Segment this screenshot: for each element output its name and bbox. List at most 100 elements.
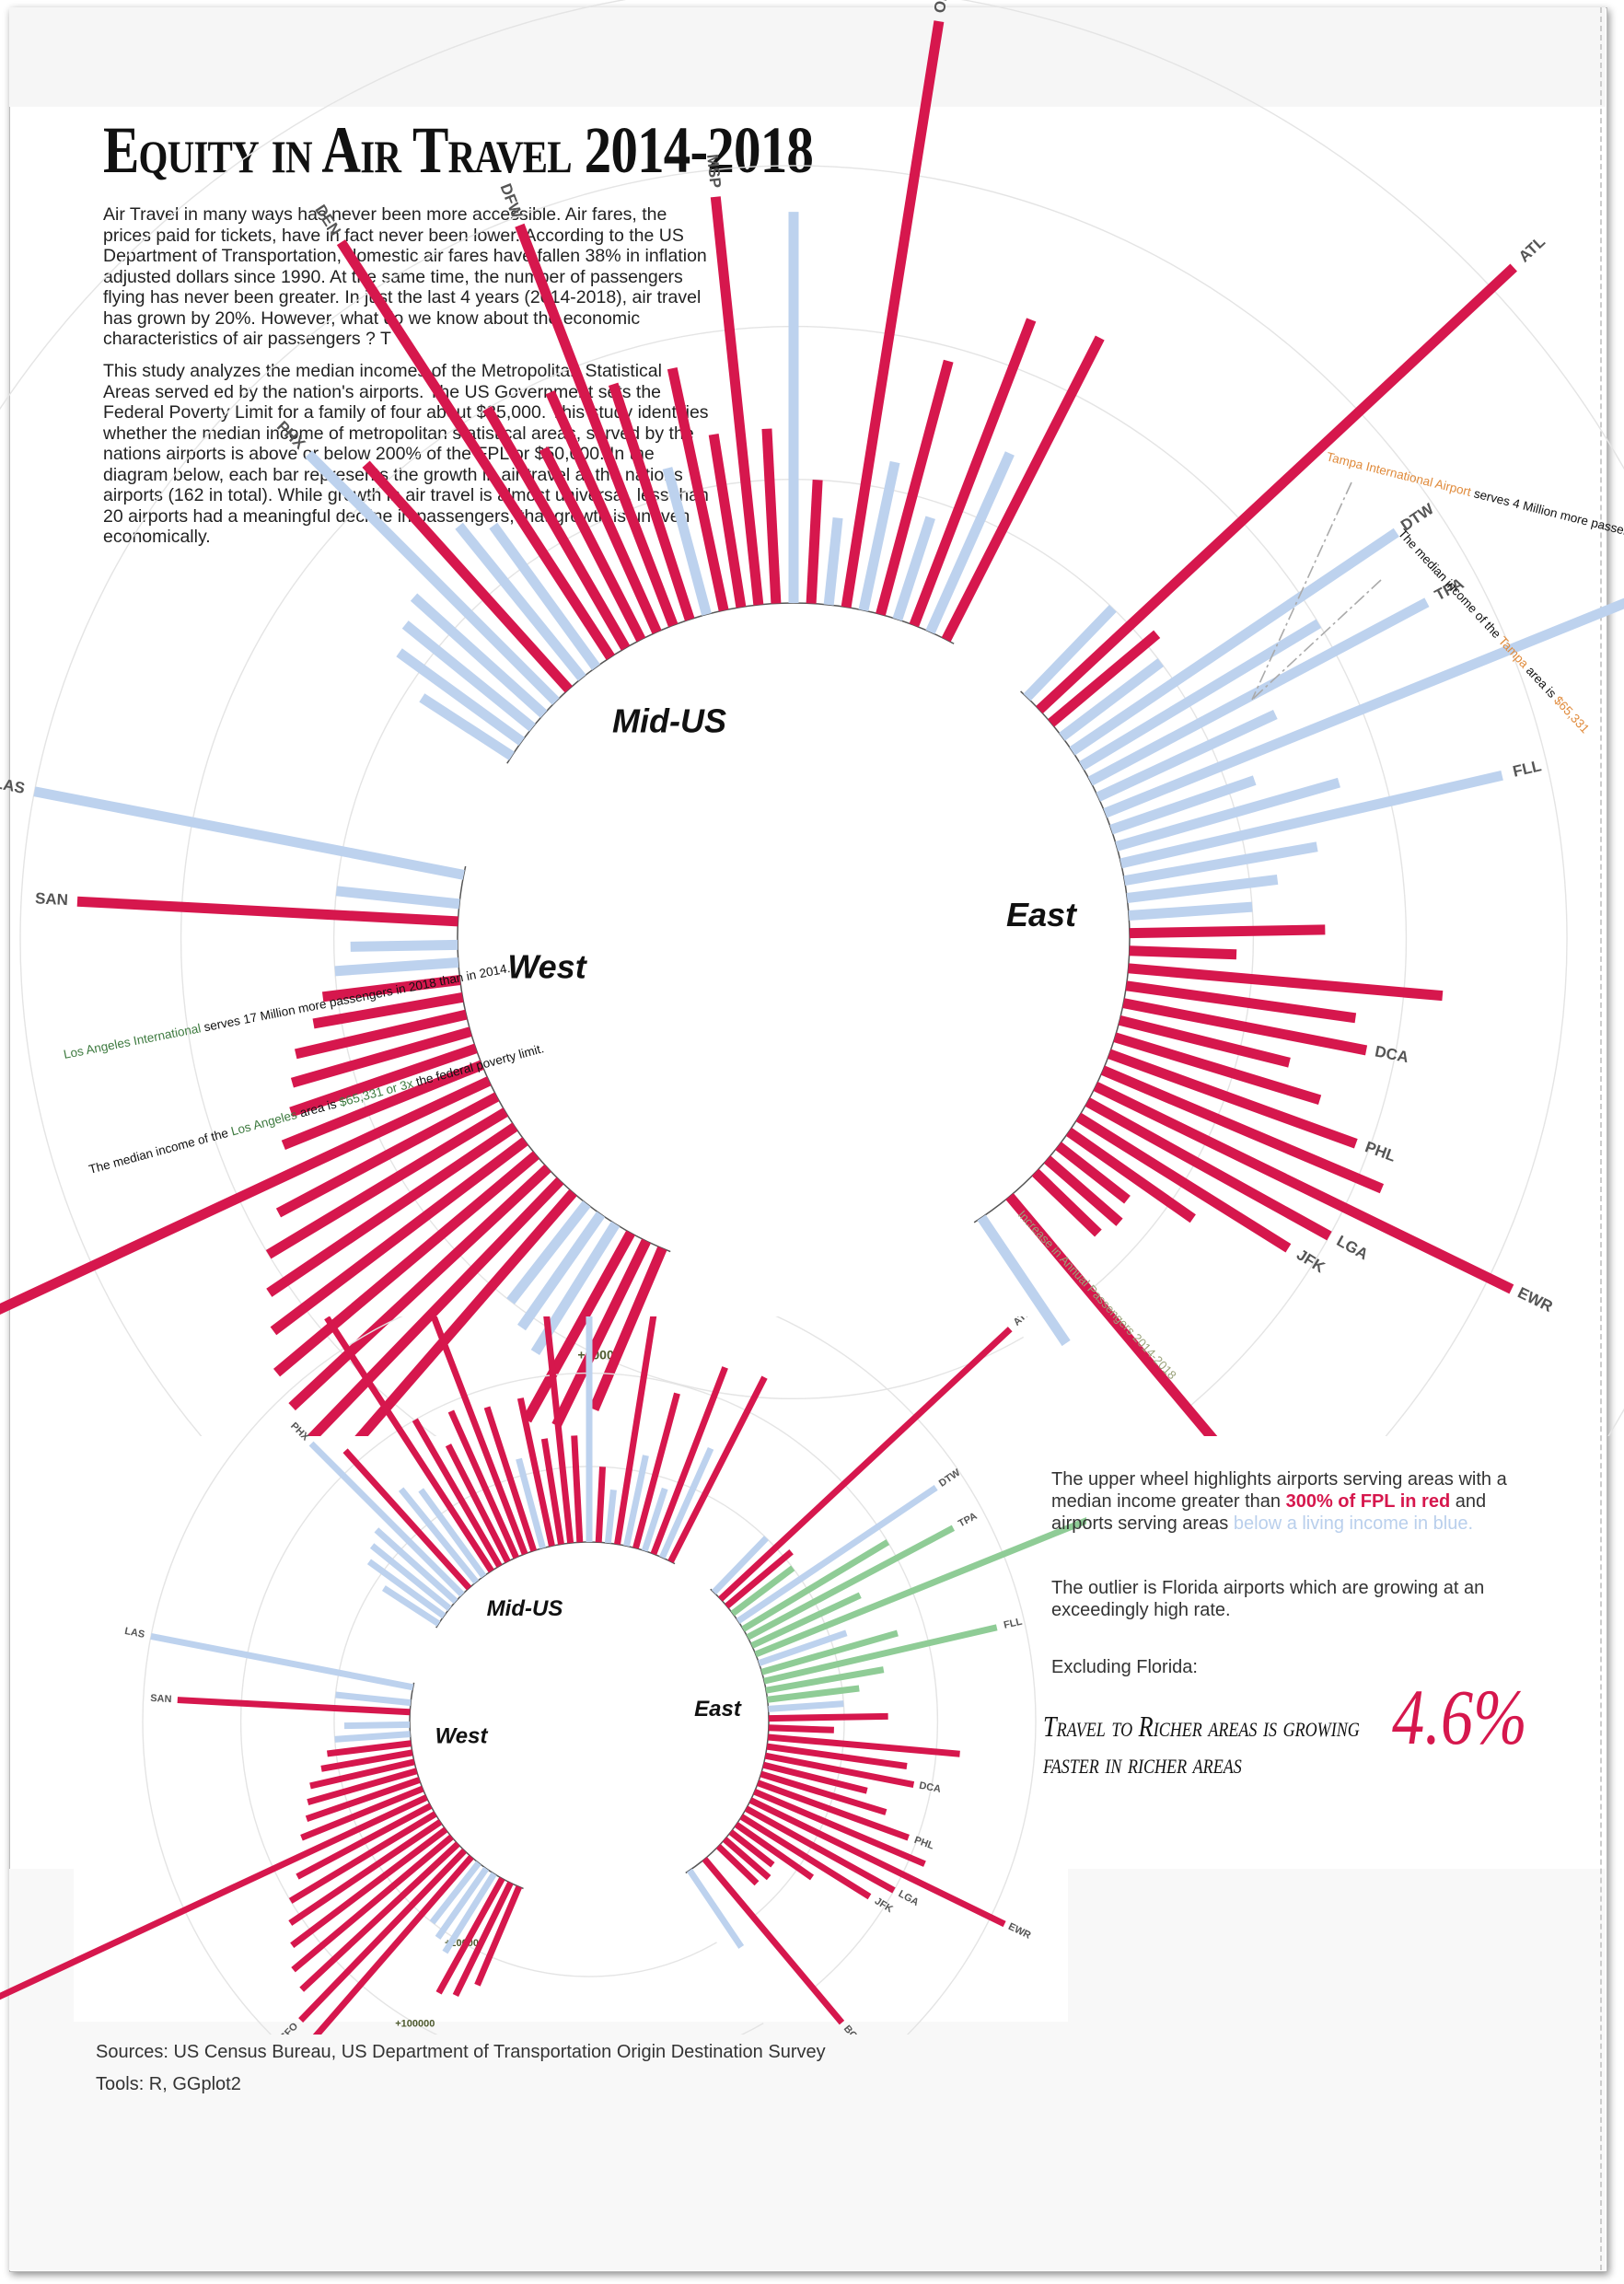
- bar: [762, 1761, 868, 1794]
- bar: [321, 975, 461, 1003]
- bar: [662, 467, 712, 616]
- bar: [760, 1770, 887, 1815]
- bar: [305, 1777, 421, 1823]
- bar: [641, 1487, 668, 1552]
- bar: [489, 522, 600, 670]
- bar: [667, 1375, 768, 1563]
- bar: [270, 1137, 528, 1336]
- growth-percentage: 4.6%: [1392, 1673, 1527, 1761]
- bar-atl: [1036, 263, 1517, 714]
- group-baseline: [409, 1682, 524, 1890]
- bar: [768, 1724, 834, 1733]
- bar: [768, 1712, 888, 1722]
- bar: [1023, 604, 1117, 701]
- group-baseline: [506, 602, 955, 764]
- bar: [369, 1543, 452, 1612]
- bar: [725, 1549, 794, 1609]
- lax-income-value: $65,331 or 3x: [338, 1076, 415, 1109]
- bar: [398, 1487, 480, 1584]
- bar-mco: [1103, 597, 1624, 818]
- bar: [632, 1392, 680, 1549]
- bar: [650, 1366, 728, 1556]
- tpa-growth-text: serves 4 Million more passengers in 2018…: [1469, 485, 1624, 574]
- grid-ring: [239, 1372, 939, 2035]
- axis-caption: Increase in Annual Passengers 2014-2018: [1015, 1208, 1179, 1382]
- bar-dfw: [515, 223, 679, 628]
- group-baseline: [973, 690, 1131, 1223]
- grid-ring: [142, 1316, 1037, 2035]
- note-excluding-florida: Excluding Florida:: [1051, 1657, 1198, 1677]
- tpa-annotation-2: The median income of the Tampa area is $…: [1396, 527, 1593, 736]
- svg-text:The median income of the Tampa: The median income of the Tampa area is $…: [1396, 527, 1593, 736]
- bar: [435, 1876, 505, 1995]
- bar: [1109, 775, 1257, 835]
- bar: [876, 359, 954, 616]
- svg-text:Tampa International Airport se: Tampa International Airport serves 4 Mil…: [1325, 449, 1624, 574]
- bar-tpa: [1087, 597, 1430, 786]
- bar: [418, 1488, 487, 1579]
- bar: [595, 1467, 606, 1543]
- bar: [806, 480, 823, 604]
- bar-mco: [754, 1517, 1086, 1658]
- bar: [288, 1819, 443, 1926]
- bar: [288, 1164, 551, 1411]
- bar: [925, 451, 1015, 634]
- bar: [410, 593, 548, 718]
- bar: [474, 1885, 523, 1987]
- bar: [483, 1406, 538, 1552]
- bar-san: [177, 1697, 411, 1716]
- bar: [1048, 630, 1161, 727]
- bar: [334, 1731, 411, 1743]
- group-label-mid-us: Mid-US: [612, 702, 726, 740]
- bar: [442, 1872, 497, 1954]
- bar: [335, 1691, 412, 1707]
- bar: [766, 1743, 908, 1769]
- bar: [419, 693, 515, 760]
- sources-line: Sources: US Census Bureau, US Department…: [96, 2042, 826, 2062]
- bar: [730, 1565, 795, 1617]
- bar-phl: [757, 1780, 910, 1841]
- bar: [1079, 619, 1322, 771]
- bar: [589, 1246, 667, 1412]
- bar: [327, 1740, 412, 1757]
- airport-label-ewr: EWR: [1006, 1921, 1032, 1942]
- bar-phx: [308, 1441, 465, 1597]
- airport-label-lga: LGA: [897, 1888, 921, 1908]
- bar-sfo: [306, 1177, 564, 1436]
- airport-label-phl: PHL: [912, 1835, 935, 1852]
- bar: [1065, 1127, 1196, 1223]
- grid-ring: [0, 0, 1624, 1436]
- bar: [1129, 945, 1237, 960]
- bar: [275, 1092, 500, 1218]
- bar: [396, 648, 525, 746]
- grid-ring: [180, 325, 1408, 1436]
- bar-dfw: [430, 1316, 528, 1556]
- bar: [1129, 924, 1326, 939]
- bar-las: [33, 786, 465, 880]
- bar: [708, 433, 747, 609]
- airport-label-dca: DCA: [918, 1780, 942, 1795]
- lower-wheel-chart: +20000+100000+250000SEASFOLAXSANLASPHXDE…: [0, 1316, 1086, 2035]
- bar: [289, 1043, 478, 1118]
- tick-label: +100000: [395, 2019, 435, 2030]
- bar: [320, 1749, 413, 1772]
- bar: [608, 382, 695, 621]
- bar: [307, 1768, 418, 1806]
- airport-label-tpa: TPA: [957, 1511, 979, 1530]
- top-band: [9, 7, 1606, 107]
- bar-sea: [354, 1188, 577, 1436]
- bar-atl: [718, 1327, 1013, 1602]
- bar-jfk: [739, 1814, 872, 1900]
- bar: [715, 1843, 760, 1886]
- bar: [1128, 963, 1444, 1002]
- annotation-layer: Tampa International Airport serves 4 Mil…: [63, 449, 1624, 1382]
- bar: [545, 389, 662, 634]
- bar-sfo: [298, 1848, 468, 2023]
- airport-label-msp: MSP: [703, 154, 725, 190]
- bar: [753, 1788, 926, 1867]
- bar: [1123, 841, 1318, 887]
- bar: [767, 1733, 960, 1757]
- bar: [758, 1629, 848, 1666]
- note-upper-wheel: The upper wheel highlights airports serv…: [1051, 1469, 1507, 1534]
- bar: [540, 1438, 564, 1545]
